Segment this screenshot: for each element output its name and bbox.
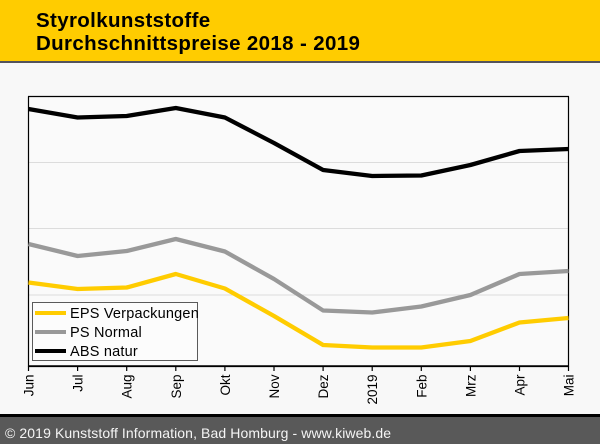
svg-text:Jun: Jun (22, 375, 37, 397)
svg-text:Aug: Aug (120, 375, 135, 399)
svg-text:Jul: Jul (71, 375, 86, 392)
svg-text:2019: 2019 (365, 375, 380, 405)
svg-text:Nov: Nov (267, 374, 282, 398)
svg-text:Apr: Apr (513, 374, 528, 396)
svg-text:Feb: Feb (414, 375, 429, 398)
svg-text:Mai: Mai (562, 375, 577, 397)
svg-text:Dez: Dez (316, 374, 331, 398)
svg-text:Mrz: Mrz (463, 374, 478, 397)
svg-text:Sep: Sep (169, 375, 184, 399)
svg-text:Okt: Okt (218, 374, 233, 395)
